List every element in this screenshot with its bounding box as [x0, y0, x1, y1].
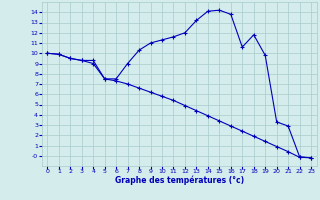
X-axis label: Graphe des températures (°c): Graphe des températures (°c) — [115, 176, 244, 185]
